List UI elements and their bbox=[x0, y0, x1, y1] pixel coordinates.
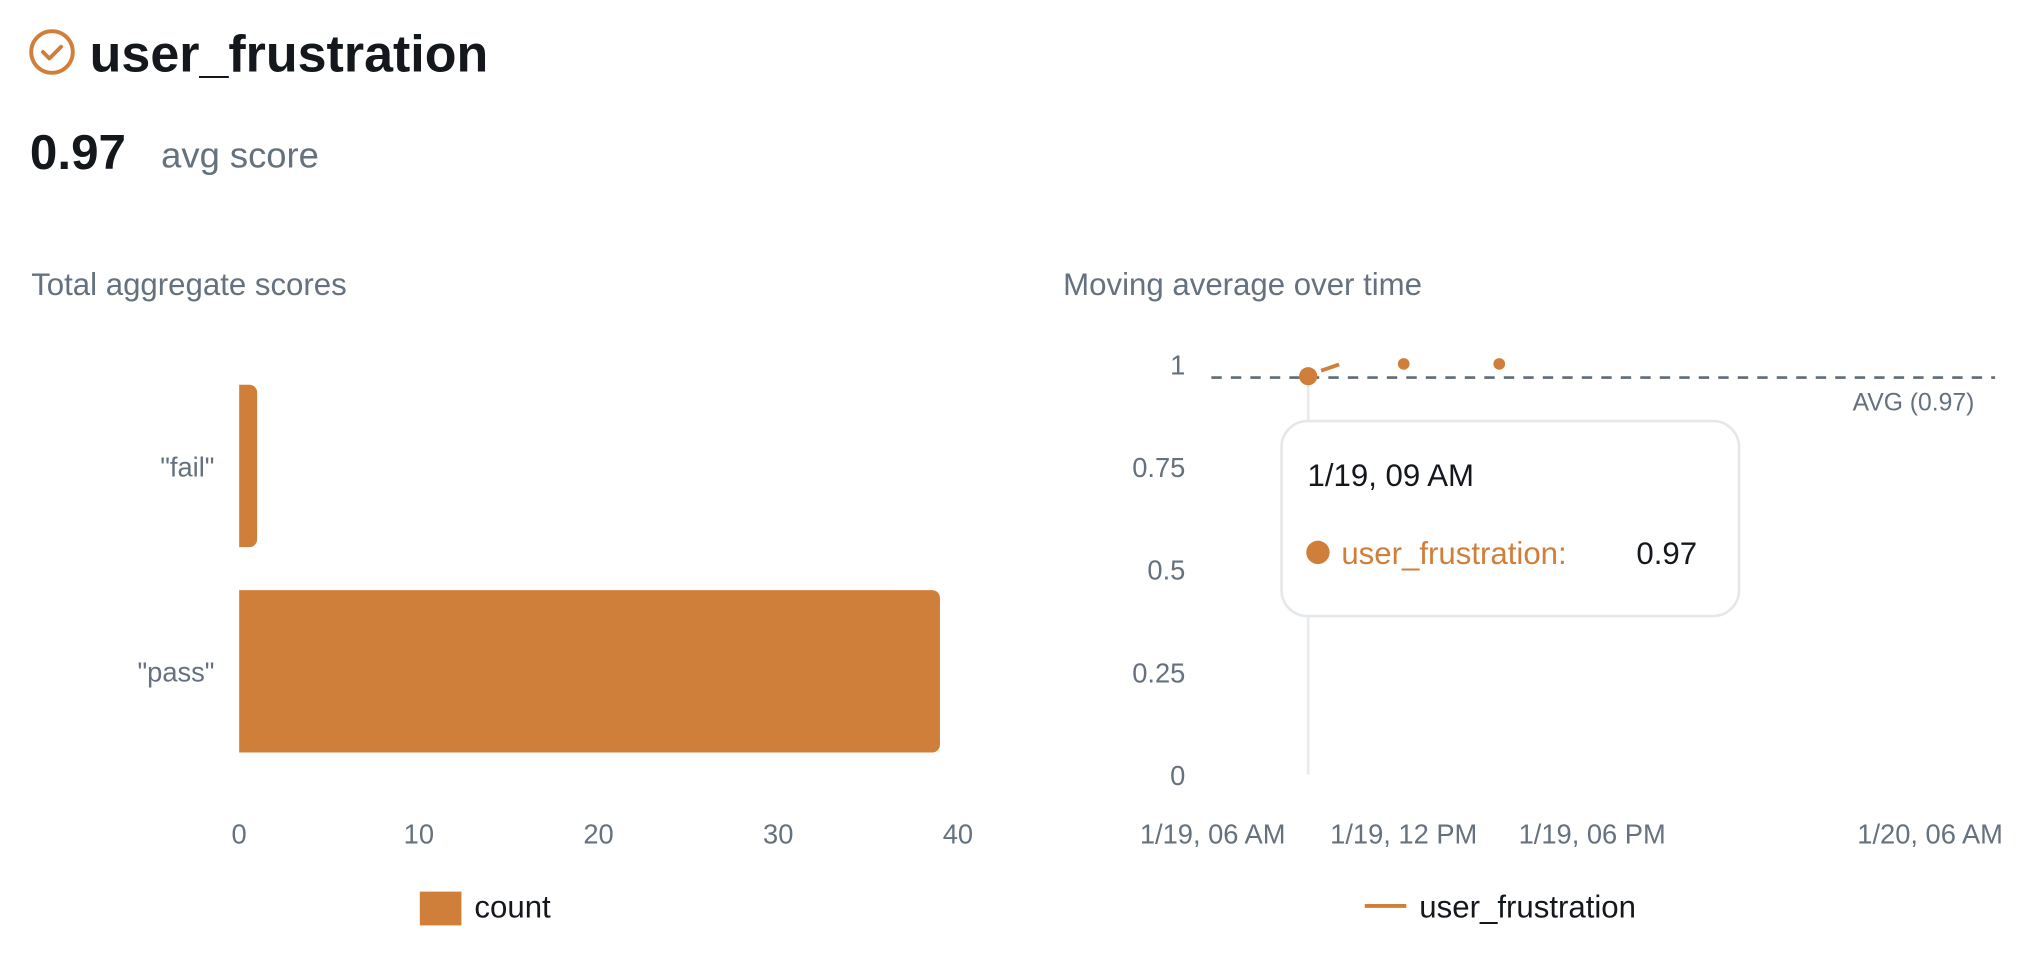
tooltip-series-name: user_frustration: bbox=[1341, 536, 1566, 571]
data-point bbox=[1493, 358, 1506, 370]
x-tick-label: 1/20, 06 AM bbox=[1857, 819, 2003, 850]
legend-label: count bbox=[474, 890, 551, 925]
y-tick-label: "fail" bbox=[160, 451, 214, 482]
tooltip-title: 1/19, 09 AM bbox=[1308, 458, 1474, 493]
bar-fail bbox=[239, 384, 258, 548]
avg-score-label: avg score bbox=[161, 135, 319, 176]
x-tick-label: 10 bbox=[404, 819, 434, 850]
legend-label: user_frustration bbox=[1419, 890, 1636, 925]
x-tick-label: 40 bbox=[943, 819, 973, 850]
y-tick-label: 0 bbox=[1170, 760, 1185, 791]
bar-chart: "fail" "pass" 0 10 20 30 40 count bbox=[137, 384, 973, 926]
x-tick-label: 0 bbox=[232, 819, 247, 850]
line-chart-title: Moving average over time bbox=[1063, 267, 1422, 302]
avg-line-label: AVG (0.97) bbox=[1853, 390, 1975, 417]
y-tick-label: 1 bbox=[1170, 349, 1185, 380]
y-tick-label: 0.75 bbox=[1132, 452, 1185, 483]
x-tick-label: 1/19, 06 AM bbox=[1140, 819, 1286, 850]
avg-score-value: 0.97 bbox=[30, 125, 126, 180]
x-tick-label: 1/19, 12 PM bbox=[1330, 819, 1477, 850]
legend-swatch bbox=[419, 891, 462, 926]
tooltip-series-dot bbox=[1306, 540, 1330, 565]
data-point bbox=[1397, 358, 1410, 370]
x-tick-label: 20 bbox=[583, 819, 613, 850]
y-tick-label: "pass" bbox=[137, 657, 214, 688]
check-circle-icon bbox=[29, 29, 75, 75]
page-title: user_frustration bbox=[90, 25, 489, 83]
chart-tooltip: 1/19, 09 AM user_frustration: 0.97 bbox=[1280, 419, 1741, 618]
series-line-segment bbox=[1320, 362, 1340, 373]
y-tick-label: 0.25 bbox=[1132, 657, 1185, 688]
bar-pass bbox=[239, 590, 940, 753]
data-point bbox=[1299, 367, 1318, 386]
y-tick-label: 0.5 bbox=[1147, 555, 1185, 586]
tooltip-series-value: 0.97 bbox=[1636, 536, 1697, 571]
bar-chart-title: Total aggregate scores bbox=[31, 267, 347, 302]
x-tick-label: 1/19, 06 PM bbox=[1519, 819, 1666, 850]
x-tick-label: 30 bbox=[763, 819, 793, 850]
